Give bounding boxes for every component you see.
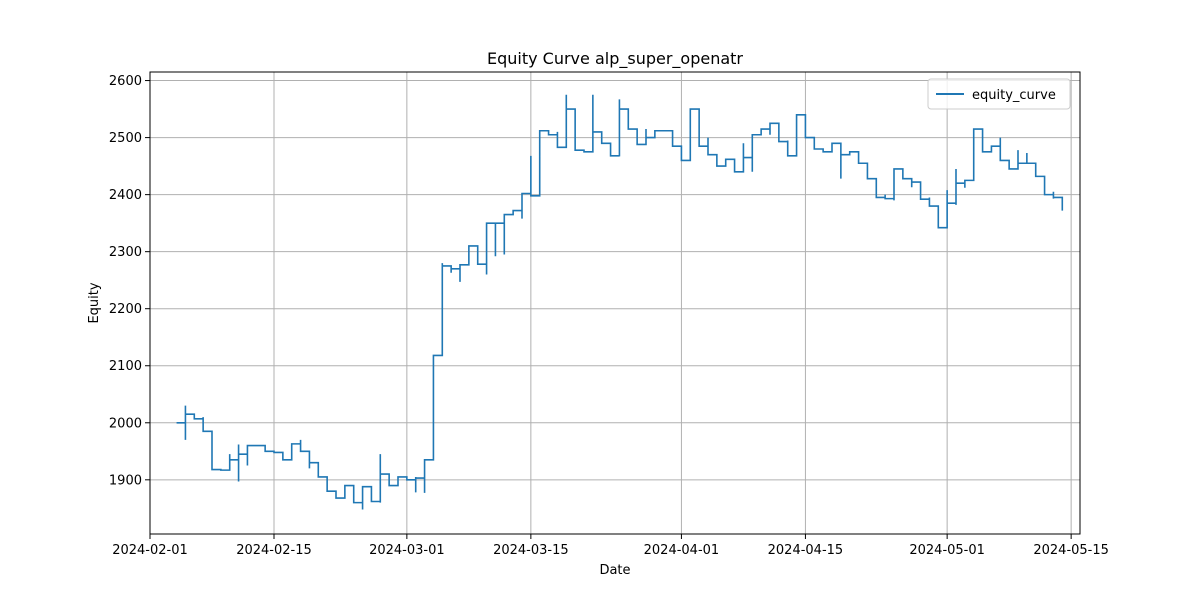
legend-label: equity_curve xyxy=(972,88,1056,103)
y-tick-label: 2300 xyxy=(109,245,142,260)
x-tick-label: 2024-04-15 xyxy=(768,543,844,558)
series-line-equity_curve xyxy=(176,94,1064,510)
x-tick-label: 2024-05-15 xyxy=(1033,543,1109,558)
y-tick-label: 2100 xyxy=(109,359,142,374)
plot-frame xyxy=(149,71,1081,535)
grid xyxy=(149,72,1080,534)
series-layer xyxy=(176,94,1064,510)
y-tick-label: 2400 xyxy=(109,188,142,203)
x-tick-label: 2024-03-01 xyxy=(369,543,445,558)
x-tick-label: 2024-02-15 xyxy=(236,543,312,558)
axes: 2024-02-01 2024-02-15 2024-03-01 2024-03-15… xyxy=(109,74,1109,558)
y-tick-label: 2500 xyxy=(109,131,142,146)
x-axis-label: Date xyxy=(599,563,630,578)
y-tick-label: 2600 xyxy=(109,74,142,89)
x-tick-label: 2024-02-01 xyxy=(112,543,188,558)
y-tick-label: 2200 xyxy=(109,302,142,317)
x-tick-label: 2024-03-15 xyxy=(493,543,569,558)
y-tick-label: 1900 xyxy=(109,473,142,488)
legend: equity_curve xyxy=(927,78,1071,110)
x-tick-label: 2024-05-01 xyxy=(909,543,985,558)
y-axis-label: Equity xyxy=(87,282,102,323)
y-tick-label: 2000 xyxy=(109,416,142,431)
x-tick-label: 2024-04-01 xyxy=(644,543,720,558)
legend-box xyxy=(927,78,1071,110)
chart-title: Equity Curve alp_super_openatr xyxy=(487,49,743,69)
